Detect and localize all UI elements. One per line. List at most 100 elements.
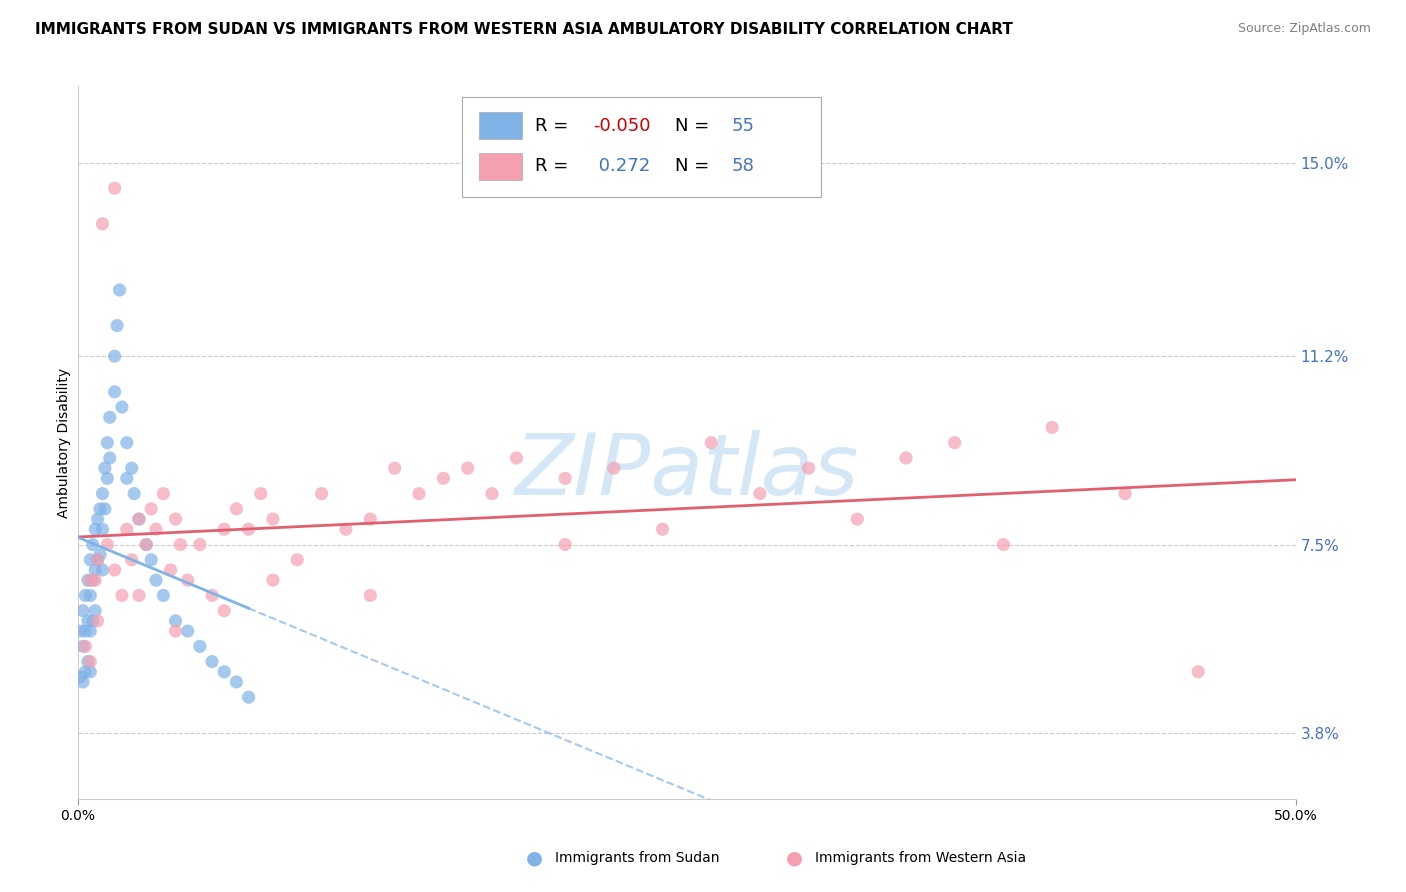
Point — [86, 553, 108, 567]
Point — [76, 614, 98, 628]
Point — [135, 537, 157, 551]
Point — [408, 486, 430, 500]
Point — [993, 537, 1015, 551]
Point — [176, 624, 198, 638]
Point — [79, 573, 101, 587]
Point — [225, 675, 247, 690]
Point — [72, 604, 94, 618]
Point — [104, 349, 127, 363]
Point — [141, 553, 163, 567]
Point — [188, 537, 211, 551]
Point — [75, 624, 97, 638]
Point — [128, 512, 150, 526]
Point — [201, 589, 224, 603]
Point — [104, 384, 127, 399]
Point — [86, 614, 108, 628]
Point — [359, 512, 381, 526]
Point — [79, 589, 101, 603]
Point — [135, 537, 157, 551]
Point — [94, 502, 117, 516]
Point — [104, 563, 127, 577]
Point — [457, 461, 479, 475]
Point — [82, 537, 104, 551]
Point — [115, 522, 138, 536]
Point — [86, 512, 108, 526]
Point — [651, 522, 673, 536]
Point — [943, 435, 966, 450]
Point — [262, 573, 284, 587]
FancyBboxPatch shape — [461, 97, 821, 197]
Point — [79, 655, 101, 669]
Point — [84, 563, 107, 577]
Point — [359, 589, 381, 603]
FancyBboxPatch shape — [478, 112, 523, 139]
Point — [748, 486, 770, 500]
Point — [335, 522, 357, 536]
Text: R =: R = — [534, 117, 574, 135]
Point — [1187, 665, 1209, 679]
Text: 0.272: 0.272 — [593, 157, 651, 175]
Point — [115, 435, 138, 450]
Point — [75, 640, 97, 654]
Point — [84, 604, 107, 618]
Point — [79, 665, 101, 679]
Point — [603, 461, 626, 475]
Point — [75, 589, 97, 603]
Point — [75, 665, 97, 679]
Point — [212, 522, 235, 536]
Point — [128, 589, 150, 603]
Point — [225, 502, 247, 516]
Point — [554, 471, 576, 485]
Point — [554, 537, 576, 551]
Text: 55: 55 — [733, 117, 755, 135]
Point — [104, 181, 127, 195]
FancyBboxPatch shape — [478, 153, 523, 179]
Point — [89, 502, 111, 516]
Point — [91, 522, 114, 536]
Point — [79, 624, 101, 638]
Point — [96, 435, 118, 450]
Point — [91, 563, 114, 577]
Point — [76, 655, 98, 669]
Point — [98, 410, 121, 425]
Point — [700, 435, 723, 450]
Point — [145, 522, 167, 536]
Text: ZIPatlas: ZIPatlas — [515, 430, 859, 513]
Point — [169, 537, 191, 551]
Text: Source: ZipAtlas.com: Source: ZipAtlas.com — [1237, 22, 1371, 36]
Point — [89, 548, 111, 562]
Point — [165, 512, 187, 526]
Point — [91, 217, 114, 231]
Point — [111, 589, 134, 603]
Text: Immigrants from Sudan: Immigrants from Sudan — [555, 851, 720, 865]
Point — [82, 614, 104, 628]
Point — [96, 471, 118, 485]
Point — [98, 450, 121, 465]
Point — [505, 450, 527, 465]
Point — [188, 640, 211, 654]
Point — [285, 553, 308, 567]
Point — [145, 573, 167, 587]
Point — [96, 537, 118, 551]
Point — [238, 522, 260, 536]
Point — [1040, 420, 1063, 434]
Point — [894, 450, 917, 465]
Point — [115, 471, 138, 485]
Point — [212, 604, 235, 618]
Text: 58: 58 — [733, 157, 755, 175]
Point — [141, 502, 163, 516]
Point — [105, 318, 128, 333]
Point — [262, 512, 284, 526]
Point — [72, 675, 94, 690]
Text: N =: N = — [675, 117, 714, 135]
Point — [84, 573, 107, 587]
Point — [152, 589, 174, 603]
Text: ●: ● — [526, 848, 543, 868]
Point — [72, 640, 94, 654]
Point — [69, 670, 91, 684]
Point — [91, 486, 114, 500]
Point — [86, 553, 108, 567]
Text: Immigrants from Western Asia: Immigrants from Western Asia — [815, 851, 1026, 865]
Point — [69, 624, 91, 638]
Point — [159, 563, 181, 577]
